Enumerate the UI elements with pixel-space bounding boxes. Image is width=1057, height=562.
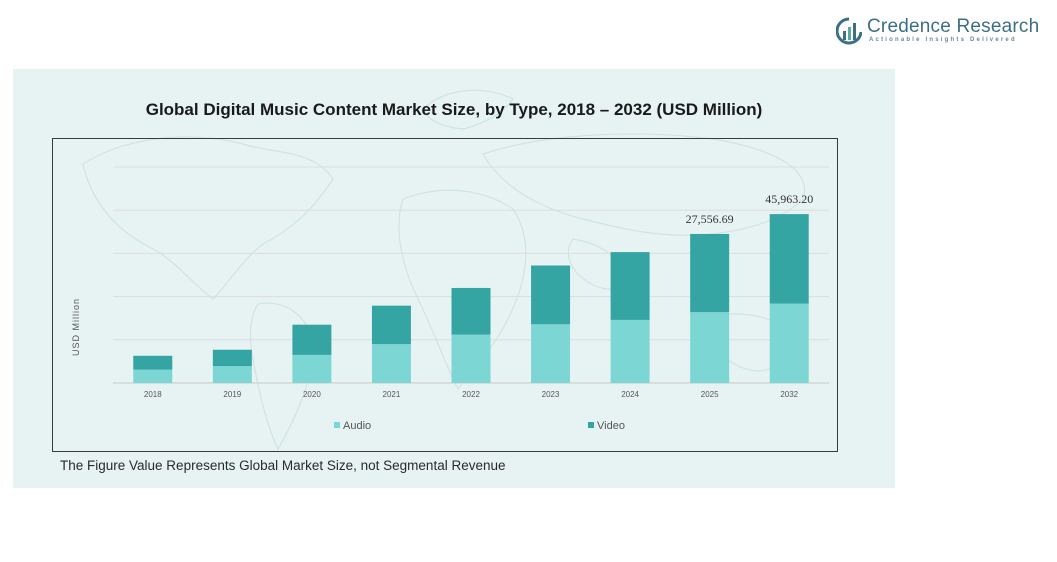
- legend-label-video: Video: [597, 420, 625, 432]
- x-tick-label: 2018: [144, 390, 162, 399]
- bar-video-2021: [371, 305, 411, 345]
- chart-title: Global Digital Music Content Market Size…: [145, 100, 763, 119]
- bar-video-2019: [212, 349, 252, 367]
- bar-video-2023: [531, 265, 571, 325]
- legend-swatch-video: [588, 422, 594, 429]
- x-tick-label: 2024: [621, 390, 639, 399]
- x-tick-label: 2032: [780, 390, 798, 399]
- chart-panel: Global Digital Music Content Market Size…: [13, 69, 895, 488]
- bar-video-2022: [451, 287, 491, 335]
- x-tick-label: 2022: [462, 390, 480, 399]
- data-label: 45,963.20: [765, 192, 813, 206]
- bar-video-2025: [690, 233, 730, 313]
- bar-video-2024: [610, 252, 650, 320]
- bar-audio-2022: [451, 334, 491, 383]
- legend-label-audio: Audio: [343, 420, 372, 432]
- legend-item-audio: Audio: [334, 420, 371, 432]
- bar-audio-2024: [610, 319, 650, 383]
- plot-area: 2018 2019 2020 2021 2022 2023 2024 2025 27,556.6…: [52, 138, 838, 452]
- bar-audio-2018: [133, 369, 173, 383]
- bar-audio-2023: [531, 324, 571, 383]
- legend-swatch-audio: [334, 422, 340, 429]
- x-tick-label: 2025: [701, 390, 719, 399]
- stacked-bar-chart: 2018 2019 2020 2021 2022 2023 2024 2025 27,556.6…: [113, 166, 829, 399]
- bar-audio-2032: [769, 303, 809, 383]
- bar-audio-2021: [371, 344, 411, 383]
- x-tick-label: 2020: [303, 390, 321, 399]
- bar-video-2020: [292, 324, 332, 355]
- bar-audio-2025: [690, 312, 730, 383]
- bar-audio-2020: [292, 354, 332, 383]
- footnote: The Figure Value Represents Global Marke…: [60, 458, 506, 473]
- x-tick-label: 2019: [223, 390, 241, 399]
- brand-name: Credence Research: [867, 16, 1040, 37]
- data-label: 27,556.69: [686, 212, 734, 226]
- credence-logo-icon: [836, 17, 862, 45]
- y-axis-label-text: USD Million: [71, 297, 81, 357]
- legend-item-video: Video: [588, 420, 625, 432]
- y-axis-label: USD Million: [66, 287, 86, 367]
- bar-audio-2019: [212, 366, 252, 383]
- chart-legend: Audio Video: [53, 420, 839, 436]
- brand-tagline: Actionable Insights Delivered: [869, 37, 1017, 43]
- x-tick-label: 2021: [383, 390, 401, 399]
- x-tick-label: 2023: [542, 390, 560, 399]
- bar-video-2032: [769, 214, 809, 304]
- brand-logo: Credence Research Actionable Insights De…: [836, 16, 1039, 48]
- bar-video-2018: [133, 355, 173, 370]
